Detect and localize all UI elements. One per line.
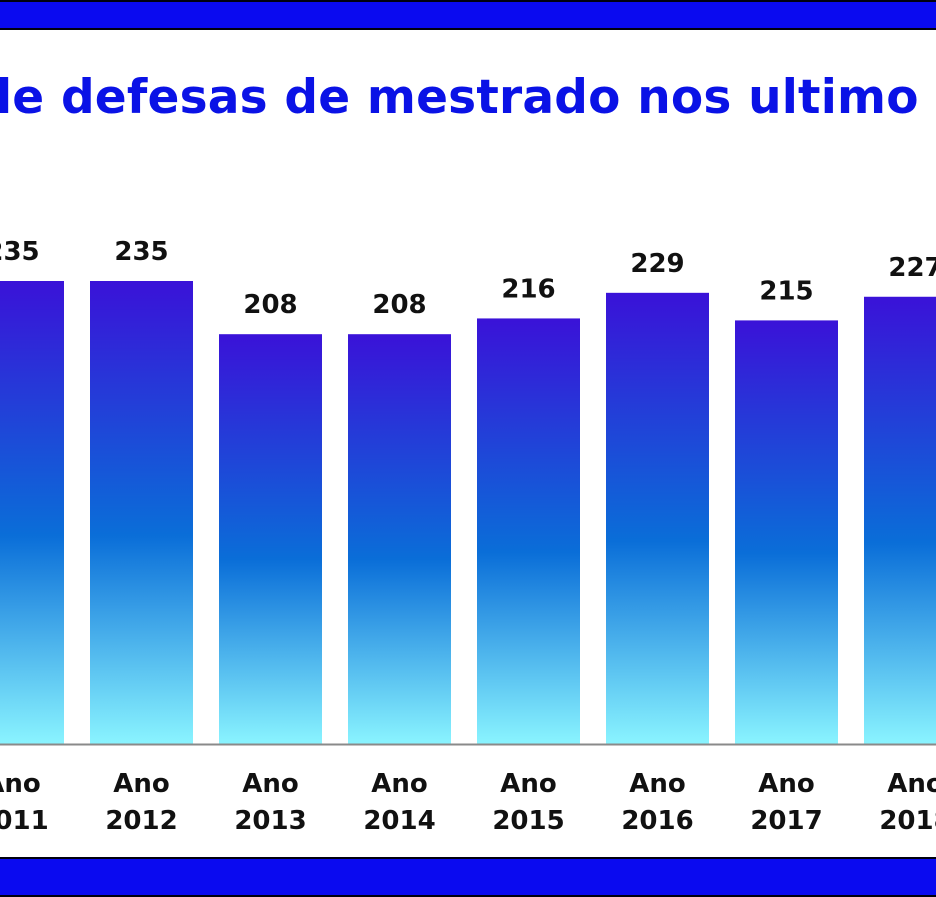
bar-2014 (348, 334, 451, 744)
data-label-2012: 235 (114, 237, 168, 267)
x-tick-label-prefix: Ano (371, 769, 428, 799)
x-tick-label-year: 2017 (750, 806, 822, 836)
top-band (0, 0, 936, 30)
x-tick-label-prefix: Ano (113, 769, 170, 799)
data-label-2011: 235 (0, 237, 40, 267)
bottom-band (0, 857, 936, 897)
data-label-2016: 229 (630, 249, 684, 279)
x-tick-label-prefix: Ano (758, 769, 815, 799)
x-tick-label-prefix: Ano (629, 769, 686, 799)
bar-2011 (0, 281, 64, 744)
bar-2016 (606, 292, 709, 744)
bar-2012 (90, 281, 193, 744)
data-label-2018: 227 (888, 253, 936, 283)
bar-2013 (219, 334, 322, 744)
data-label-2017: 215 (759, 276, 813, 306)
x-tick-label-year: 2018 (879, 806, 936, 836)
x-tick-label-prefix: Ano (242, 769, 299, 799)
bar-2015 (477, 318, 580, 744)
x-tick-label-year: 2013 (234, 806, 306, 836)
bar-2017 (735, 320, 838, 744)
x-tick-label-year: 2012 (105, 806, 177, 836)
x-tick-label-prefix: Ano (500, 769, 557, 799)
chart-title: le defesas de mestrado nos ultimo (0, 70, 919, 125)
data-label-2014: 208 (372, 290, 426, 320)
bars-group (0, 281, 936, 744)
x-tick-label-year: 2015 (492, 806, 564, 836)
labels-group: 235 Ano 2011 235 Ano 2012 208 Ano 2013 208 Ano 2014… (0, 237, 936, 836)
x-tick-label-prefix: Ano (887, 769, 936, 799)
x-tick-label-prefix: Ano (0, 769, 41, 799)
x-tick-label-year: 2011 (0, 806, 49, 836)
data-label-2013: 208 (243, 290, 297, 320)
bar-2018 (864, 296, 936, 744)
data-label-2015: 216 (501, 274, 555, 304)
x-tick-label-year: 2016 (621, 806, 693, 836)
x-tick-label-year: 2014 (363, 806, 435, 836)
